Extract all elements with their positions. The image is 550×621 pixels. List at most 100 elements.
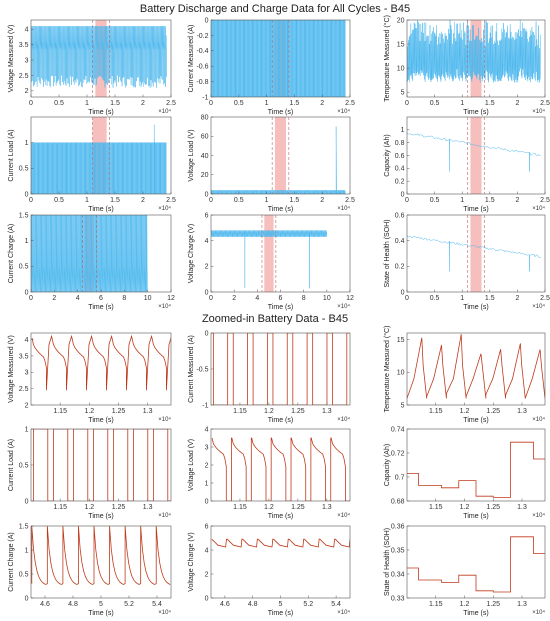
- y-tick-label: 0: [205, 17, 209, 24]
- y-tick-label: 2.5: [19, 386, 29, 393]
- y-axis-label: State of Health (SOH): [384, 219, 391, 287]
- x-tick-label: 1: [265, 100, 269, 107]
- panel-o8: 0 2 4 6 8 10 12 0 2 4 6 Time (s) Voltage Charge (V) ×…: [188, 212, 354, 311]
- y-tick-label: 0.36: [391, 523, 405, 530]
- y-tick-label: 3.5: [19, 42, 29, 49]
- x-tick-label: 1.5: [485, 100, 495, 107]
- series-line: [407, 441, 545, 498]
- y-tick-label: -1: [202, 94, 208, 101]
- y-tick-label: 2: [25, 402, 29, 409]
- x-axis-label: Time (s): [268, 417, 293, 424]
- panel-o2: 0 0.5 1 1.5 2 2.5 -1 -0.8 -0.6 -0.4 -0.2 0 Time (s) C…: [188, 17, 355, 116]
- x-tick-label: 2.5: [166, 100, 176, 107]
- y-tick-label: 0.2: [395, 264, 405, 271]
- x-multiplier: ×10⁴: [532, 205, 545, 212]
- y-tick-label: -0.4: [196, 48, 208, 55]
- x-axis-label: Time (s): [268, 109, 293, 116]
- x-tick-label: 1: [85, 100, 89, 107]
- y-tick-label: 15: [397, 337, 405, 344]
- axes-frame: [30, 525, 172, 599]
- x-tick-label: 1.15: [53, 504, 67, 511]
- panel-o5: 0 0.5 1 1.5 2 2.5 0 20 40 60 80 Time (s) Voltage Loa…: [188, 114, 355, 213]
- y-tick-label: 0: [205, 330, 209, 337]
- x-axis-label: Time (s): [88, 109, 113, 116]
- x-multiplier: ×10⁴: [158, 512, 171, 519]
- x-tick-label: 1.5: [290, 100, 300, 107]
- x-tick-label: 2: [320, 197, 324, 204]
- y-tick-label: 0.5: [19, 264, 29, 271]
- x-tick-label: 4.8: [68, 601, 78, 608]
- x-axis-label: Time (s): [268, 610, 293, 617]
- panel-o7: 0 2 4 6 8 10 12 0 0.5 1 1.5 Time (s) Current Charge …: [8, 212, 175, 311]
- y-tick-label: 15: [397, 41, 405, 48]
- y-tick-label: -0.2: [196, 33, 208, 40]
- y-tick-label: 40: [201, 153, 209, 160]
- x-tick-label: 1.2: [84, 504, 94, 511]
- x-tick-label: 1.5: [485, 295, 495, 302]
- x-tick-label: 1.5: [290, 197, 300, 204]
- axes-frame: [406, 19, 546, 98]
- x-multiplier: ×10⁴: [337, 205, 350, 212]
- axes-frame: [30, 116, 172, 195]
- x-tick-label: 6: [99, 295, 103, 302]
- x-axis-label: Time (s): [463, 206, 488, 213]
- y-tick-label: 0.4: [395, 238, 405, 245]
- x-multiplier: ×10⁴: [158, 108, 171, 115]
- x-axis-label: Time (s): [88, 513, 113, 520]
- x-tick-label: 8: [122, 295, 126, 302]
- x-tick-label: 2: [515, 197, 519, 204]
- x-tick-label: 1.25: [486, 601, 500, 608]
- y-tick-label: 0: [205, 289, 209, 296]
- x-tick-label: 4.6: [40, 601, 50, 608]
- y-tick-label: 0: [401, 191, 405, 198]
- y-tick-label: 0.72: [391, 450, 405, 457]
- y-axis-label: Voltage Measured (V): [8, 25, 15, 93]
- x-tick-label: 1.15: [429, 504, 443, 511]
- series-line: [407, 536, 545, 593]
- y-tick-label: 4: [25, 337, 29, 344]
- x-tick-label: 5: [99, 601, 103, 608]
- y-tick-label: 4: [25, 27, 29, 34]
- x-multiplier: ×10⁴: [337, 416, 350, 423]
- y-axis-label: Temperature Measured (°C): [383, 326, 391, 413]
- y-tick-label: 3: [25, 370, 29, 377]
- y-tick-label: 80: [201, 114, 209, 121]
- x-axis-label: Time (s): [463, 513, 488, 520]
- x-tick-label: 0: [405, 197, 409, 204]
- y-tick-label: 10: [397, 66, 405, 73]
- y-axis-label: Voltage Load (V): [188, 439, 195, 491]
- x-tick-label: 2.5: [345, 197, 355, 204]
- x-axis-label: Time (s): [268, 513, 293, 520]
- x-tick-label: 2: [232, 295, 236, 302]
- axes-frame: [210, 428, 351, 502]
- series-line: [407, 132, 541, 172]
- x-tick-label: 2.5: [540, 295, 550, 302]
- x-tick-label: 5.4: [331, 601, 341, 608]
- x-tick-label: 2.5: [166, 197, 176, 204]
- x-tick-label: 2: [515, 100, 519, 107]
- x-multiplier: ×10⁴: [337, 609, 350, 616]
- x-tick-label: 1.2: [264, 408, 274, 415]
- x-tick-label: 1.2: [84, 408, 94, 415]
- y-tick-label: 4: [205, 426, 209, 433]
- x-tick-label: 0.5: [234, 100, 244, 107]
- y-tick-label: 0: [25, 191, 29, 198]
- x-tick-label: 1.15: [429, 408, 443, 415]
- y-tick-label: 4: [205, 547, 209, 554]
- y-tick-label: 0.6: [395, 153, 405, 160]
- panel-z2: 1.15 1.2 1.25 1.3 -1 -0.5 0 Time (s) Current Mea…: [188, 330, 350, 424]
- y-tick-label: 20: [397, 17, 405, 24]
- x-multiplier: ×10⁴: [337, 303, 350, 310]
- x-tick-label: 1.25: [291, 504, 305, 511]
- y-tick-label: 1.5: [19, 212, 29, 219]
- y-axis-label: Capacity (Ah): [384, 134, 391, 176]
- x-axis-label: Time (s): [88, 206, 113, 213]
- axes-frame: [406, 428, 546, 502]
- x-tick-label: 1.15: [233, 504, 247, 511]
- x-tick-label: 1.5: [485, 197, 495, 204]
- panel-z6: 1.15 1.2 1.25 1.3 0.68 0.7 0.72 0.74 Time (s) Cap…: [384, 426, 545, 520]
- series-line: [31, 526, 171, 585]
- x-multiplier: ×10⁴: [532, 108, 545, 115]
- series-line: [211, 230, 327, 289]
- x-tick-label: 1: [460, 295, 464, 302]
